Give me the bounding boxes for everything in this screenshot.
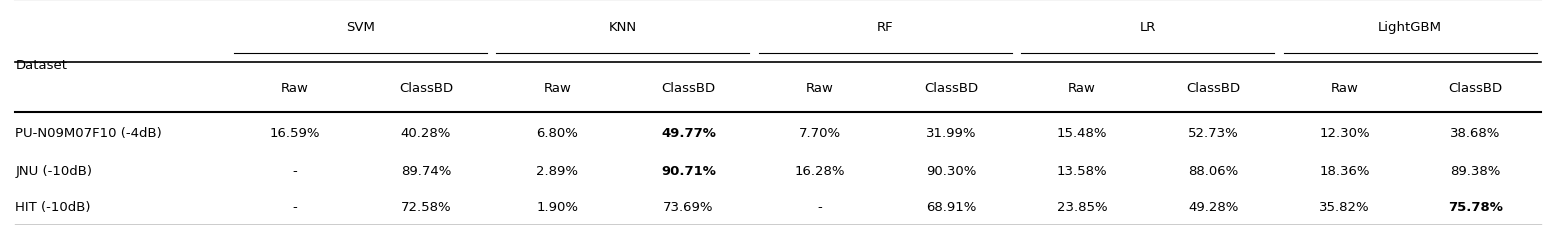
Text: 16.59%: 16.59% [270,126,321,139]
Text: 13.58%: 13.58% [1056,164,1108,178]
Text: Dataset: Dataset [15,59,68,72]
Text: 16.28%: 16.28% [795,164,844,178]
Text: 18.36%: 18.36% [1320,164,1369,178]
Text: Raw: Raw [1069,81,1097,94]
Text: ClassBD: ClassBD [1187,81,1241,94]
Text: 88.06%: 88.06% [1188,164,1238,178]
Text: 89.38%: 89.38% [1450,164,1501,178]
Text: 6.80%: 6.80% [536,126,578,139]
Text: Raw: Raw [280,81,308,94]
Text: LightGBM: LightGBM [1379,20,1442,34]
Text: RF: RF [877,20,894,34]
Text: Raw: Raw [544,81,572,94]
Text: Raw: Raw [805,81,833,94]
Text: KNN: KNN [609,20,637,34]
Text: 1.90%: 1.90% [536,200,578,214]
Text: 2.89%: 2.89% [536,164,578,178]
Text: 75.78%: 75.78% [1448,200,1503,214]
Text: 12.30%: 12.30% [1320,126,1369,139]
Text: -: - [293,164,297,178]
Text: HIT (-10dB): HIT (-10dB) [15,200,91,214]
Text: 49.77%: 49.77% [661,126,716,139]
Text: 89.74%: 89.74% [401,164,451,178]
Text: PU-N09M07F10 (-4dB): PU-N09M07F10 (-4dB) [15,126,163,139]
Text: 52.73%: 52.73% [1188,126,1239,139]
Text: JNU (-10dB): JNU (-10dB) [15,164,93,178]
Text: ClassBD: ClassBD [923,81,977,94]
Text: ClassBD: ClassBD [661,81,716,94]
Text: LR: LR [1140,20,1156,34]
Text: 15.48%: 15.48% [1056,126,1108,139]
Text: 73.69%: 73.69% [663,200,714,214]
Text: 72.58%: 72.58% [401,200,451,214]
Text: 90.30%: 90.30% [926,164,976,178]
Text: 49.28%: 49.28% [1188,200,1239,214]
Text: 68.91%: 68.91% [926,200,976,214]
Text: Raw: Raw [1331,81,1358,94]
Text: 23.85%: 23.85% [1056,200,1108,214]
Text: ClassBD: ClassBD [400,81,454,94]
Text: 7.70%: 7.70% [799,126,841,139]
Text: 90.71%: 90.71% [661,164,716,178]
Text: 31.99%: 31.99% [926,126,976,139]
Text: 35.82%: 35.82% [1320,200,1369,214]
Text: -: - [818,200,823,214]
Text: ClassBD: ClassBD [1448,81,1503,94]
Text: 40.28%: 40.28% [401,126,451,139]
Text: -: - [293,200,297,214]
Text: SVM: SVM [345,20,375,34]
Text: 38.68%: 38.68% [1450,126,1501,139]
